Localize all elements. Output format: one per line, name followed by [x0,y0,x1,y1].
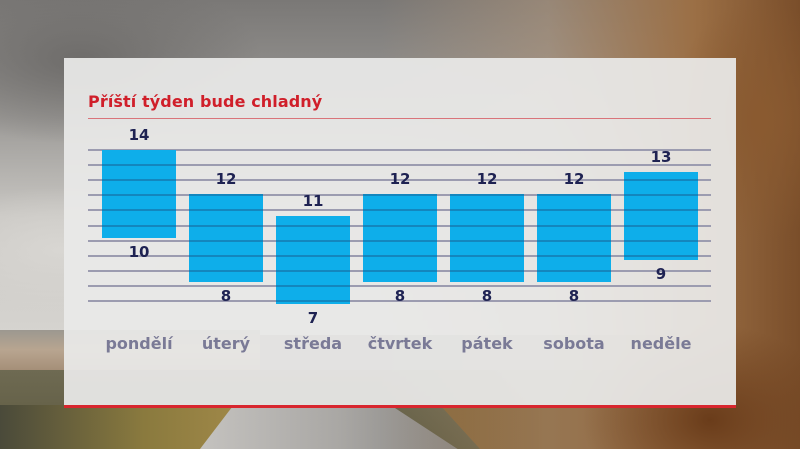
max-temp-label: 14 [128,126,150,144]
bar-gridline [624,254,698,257]
max-temp-label: 12 [389,170,411,188]
bar-gridline [624,209,698,212]
max-temp-label: 12 [563,170,585,188]
bar-gridline [450,269,524,272]
min-temp-label: 8 [394,287,406,305]
bar-gridline [102,209,176,212]
bar-gridline [537,209,611,212]
min-temp-label: 8 [481,287,493,305]
bar-gridline [537,224,611,227]
bar-gridline [363,209,437,212]
max-temp-label: 13 [650,148,672,166]
day-label: pondělí [105,334,173,353]
bar-gridline [189,224,263,227]
title-divider [88,118,711,119]
bar-gridline [102,194,176,197]
day-label: čtvrtek [367,334,433,353]
bar-gridline [276,239,350,242]
max-temp-label: 12 [476,170,498,188]
bar-gridline [189,269,263,272]
bar-gridline [450,239,524,242]
bar-gridline [276,300,350,302]
bar-gridline [189,254,263,257]
bar-gridline [102,179,176,182]
day-label: středa [283,334,343,353]
day-label: pátek [461,334,513,353]
bar-gridline [276,254,350,257]
temperature-bar [624,172,698,260]
bar-gridline [276,269,350,272]
chart-panel: Příští týden bude chladný 14 10 pondělí 12 8… [64,58,736,408]
min-temp-label: 8 [220,287,232,305]
bar-gridline [363,254,437,257]
bar-gridline [624,194,698,197]
bar-gridline [363,194,437,197]
bar-gridline [450,224,524,227]
bar-gridline [450,254,524,257]
bar-gridline [537,239,611,242]
temperature-bar [102,150,176,238]
bar-gridline [102,164,176,167]
day-label: úterý [201,334,251,353]
gridline [88,179,711,182]
max-temp-label: 11 [302,192,324,210]
bar-gridline [537,269,611,272]
bar-gridline [624,179,698,182]
gridline [88,284,711,287]
max-temp-label: 12 [215,170,237,188]
temperature-bar [363,194,437,282]
min-temp-label: 8 [568,287,580,305]
bar-gridline [363,269,437,272]
temperature-bar [450,194,524,282]
bar-gridline [450,194,524,197]
bar-gridline [276,284,350,287]
bar-gridline [189,194,263,197]
temperature-bar [537,194,611,282]
gridline [88,149,711,151]
min-temp-label: 9 [655,265,667,283]
bar-gridline [537,194,611,197]
bar-gridline [102,224,176,227]
day-label: sobota [543,334,605,353]
background-grass-left [0,405,240,449]
bar-gridline [276,224,350,227]
bar-gridline [537,254,611,257]
min-temp-label: 7 [307,309,319,327]
temperature-bar [189,194,263,282]
bar-gridline [363,239,437,242]
bar-gridline [363,224,437,227]
bar-gridline [624,239,698,242]
day-label: neděle [630,334,692,353]
gridline [88,164,711,167]
temperature-bar [276,216,350,304]
bar-gridline [189,239,263,242]
bar-gridline [450,209,524,212]
bar-gridline [624,224,698,227]
min-temp-label: 10 [128,243,150,261]
gridline [88,300,711,302]
bar-gridline [189,209,263,212]
chart-title: Příští týden bude chladný [88,92,323,111]
